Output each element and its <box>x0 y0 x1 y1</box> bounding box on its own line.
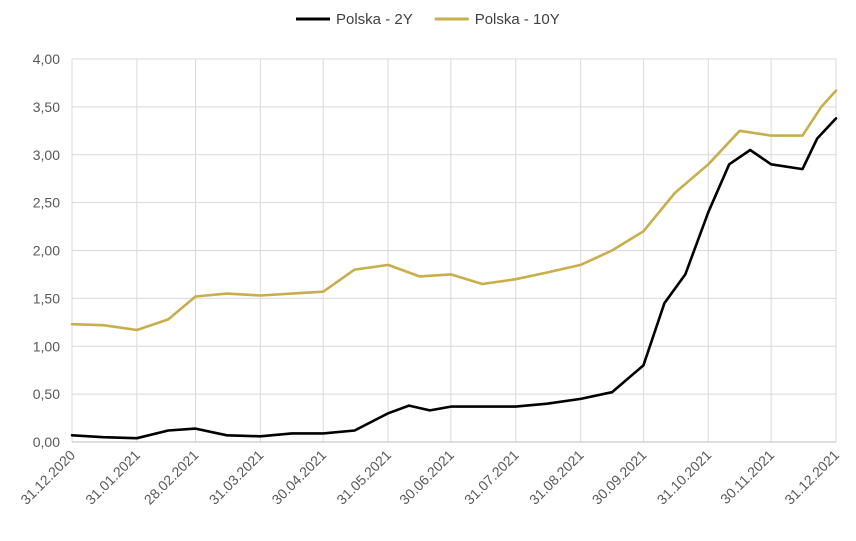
x-tick-label: 31.03.2021 <box>206 447 267 508</box>
series-lines <box>70 89 838 440</box>
x-tick-label: 30.04.2021 <box>268 447 329 508</box>
legend-label: Polska - 2Y <box>336 11 413 28</box>
x-tick-label: 30.09.2021 <box>589 447 650 508</box>
x-tick-label: 31.08.2021 <box>526 447 587 508</box>
y-tick-label: 2,00 <box>33 243 60 259</box>
series-line-2y <box>70 117 838 440</box>
y-tick-label: 1,00 <box>33 338 60 354</box>
y-tick-label: 0,50 <box>33 386 60 402</box>
y-tick-label: 4,00 <box>33 51 60 67</box>
y-tick-label: 0,00 <box>33 434 60 450</box>
y-tick-label: 3,00 <box>33 147 60 163</box>
legend: Polska - 2Y Polska - 10Y <box>296 11 560 28</box>
x-tick-label: 31.12.2020 <box>17 447 78 508</box>
grid-lines <box>71 58 837 443</box>
x-tick-label: 31.05.2021 <box>333 447 394 508</box>
y-axis-tick-labels: 0,00 0,50 1,00 1,50 2,00 2,50 3,00 3,50 4,00 <box>33 51 60 450</box>
x-tick-label: 28.02.2021 <box>141 447 202 508</box>
x-tick-label: 31.10.2021 <box>654 447 715 508</box>
x-tick-label: 30.11.2021 <box>717 447 777 507</box>
y-tick-label: 1,50 <box>33 290 60 306</box>
series-line-10y <box>70 89 838 332</box>
x-tick-label: 30.06.2021 <box>396 447 457 508</box>
y-tick-label: 3,50 <box>33 99 60 115</box>
x-tick-label: 31.07.2021 <box>461 447 522 508</box>
x-tick-label: 31.12.2021 <box>781 447 842 508</box>
x-tick-label: 31.01.2021 <box>82 447 143 508</box>
y-tick-label: 2,50 <box>33 195 60 211</box>
legend-label: Polska - 10Y <box>475 11 560 28</box>
